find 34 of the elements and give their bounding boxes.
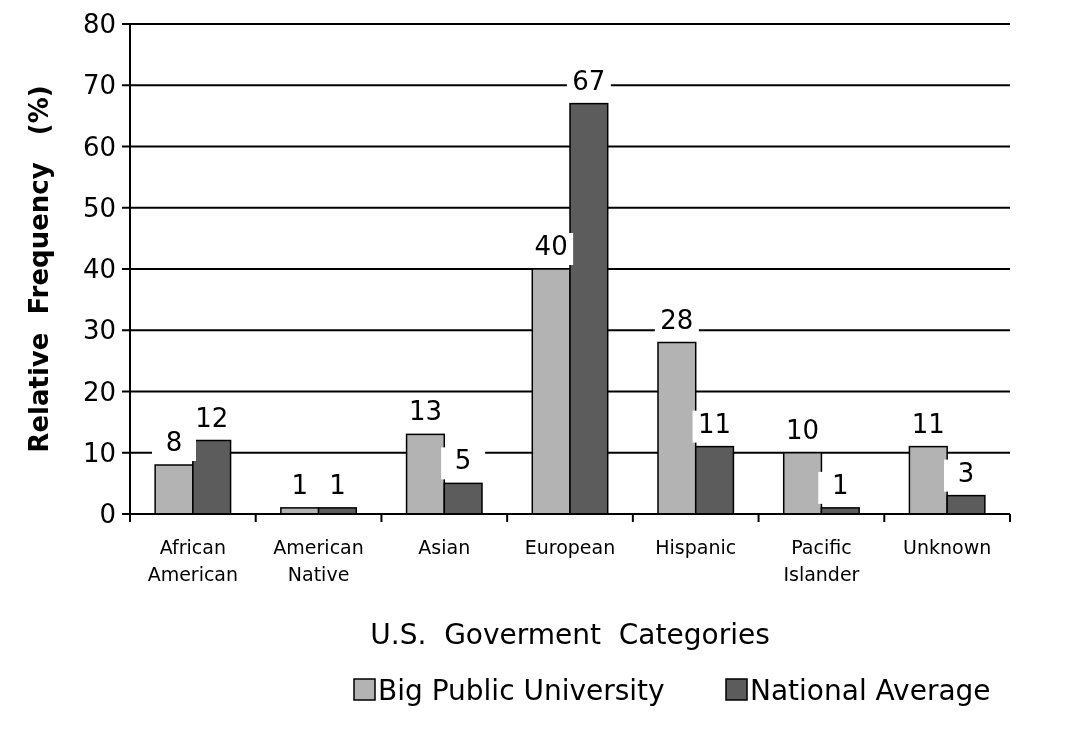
data-label: 3 (957, 457, 975, 488)
data-label: 67 (572, 65, 606, 96)
y-tick-label: 0 (99, 499, 116, 529)
legend-label: National Average (750, 674, 991, 707)
y-tick-label: 50 (82, 192, 116, 223)
data-label: 11 (698, 408, 732, 439)
legend-label: Big Public University (378, 674, 665, 707)
data-label: 5 (454, 445, 472, 476)
y-tick-label: 30 (82, 315, 116, 346)
data-label: 13 (408, 396, 442, 427)
x-axis-title: U.S. Goverment Categories (370, 618, 770, 651)
data-label: 12 (195, 402, 229, 433)
data-label: 28 (660, 304, 694, 335)
data-label: 8 (165, 427, 183, 457)
data-label: 1 (832, 469, 849, 500)
data-label: 11 (911, 408, 945, 439)
y-tick-label: 60 (82, 131, 116, 162)
data-label: 1 (329, 469, 346, 500)
x-tick-label: American Native (273, 536, 364, 585)
y-tick-label: 70 (82, 70, 116, 101)
x-tick-label: Hispanic (655, 536, 737, 558)
x-tick-label: Asian (418, 536, 471, 558)
y-axis-title: Relative Frequency (%) (24, 85, 54, 453)
data-label: 40 (534, 231, 568, 261)
y-tick-label: 20 (82, 376, 116, 407)
x-tick-label: European (524, 536, 616, 558)
x-tick-label: African American (147, 536, 239, 585)
x-tick-label: Pacific Islander (783, 536, 860, 585)
y-tick-label: 10 (82, 437, 116, 468)
y-tick-label: 40 (82, 254, 116, 284)
data-label: 10 (786, 414, 820, 445)
data-label: 1 (291, 469, 308, 500)
y-tick-label: 80 (82, 9, 116, 39)
x-tick-label: Unknown (903, 536, 992, 558)
